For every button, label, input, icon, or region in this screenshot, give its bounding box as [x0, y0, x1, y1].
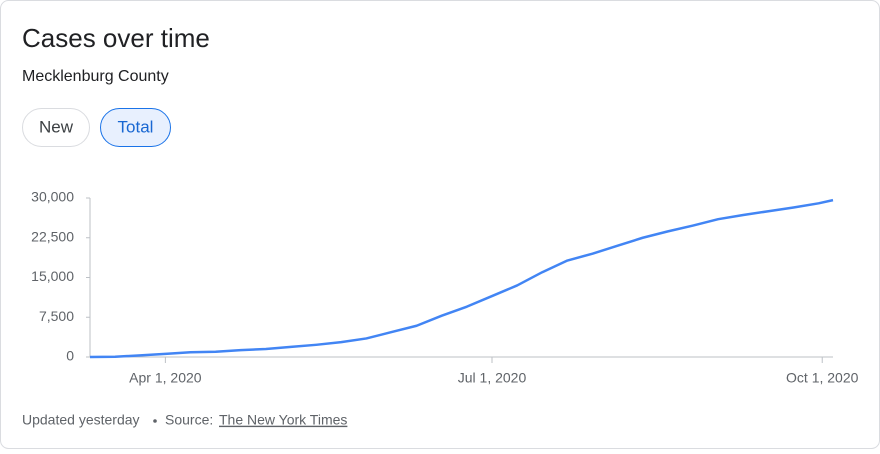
tab-button[interactable] — [22, 108, 90, 147]
x-tick-label: Jul 1, 2020 — [458, 370, 527, 386]
tab-label[interactable]: Total — [118, 117, 154, 136]
tab-label[interactable]: New — [39, 117, 74, 136]
separator — [153, 419, 157, 423]
y-tick-label: 0 — [66, 348, 74, 364]
x-tick-label: Apr 1, 2020 — [129, 370, 202, 386]
subtitle: Mecklenburg County — [22, 68, 169, 85]
source-link[interactable]: The New York Times — [219, 412, 347, 428]
tab-button[interactable] — [100, 108, 171, 147]
updated: Updated yesterday — [22, 412, 140, 428]
y-tick-label: 30,000 — [31, 189, 74, 205]
y-tick-label: 22,500 — [31, 228, 74, 244]
data-line — [89, 198, 834, 359]
y-tick-label: 15,000 — [31, 268, 74, 284]
title: Cases over time — [22, 23, 210, 53]
y-tick-label: 7,500 — [39, 308, 74, 324]
source-label: Source: — [165, 412, 213, 428]
x-tick-label: Oct 1, 2020 — [786, 370, 859, 386]
